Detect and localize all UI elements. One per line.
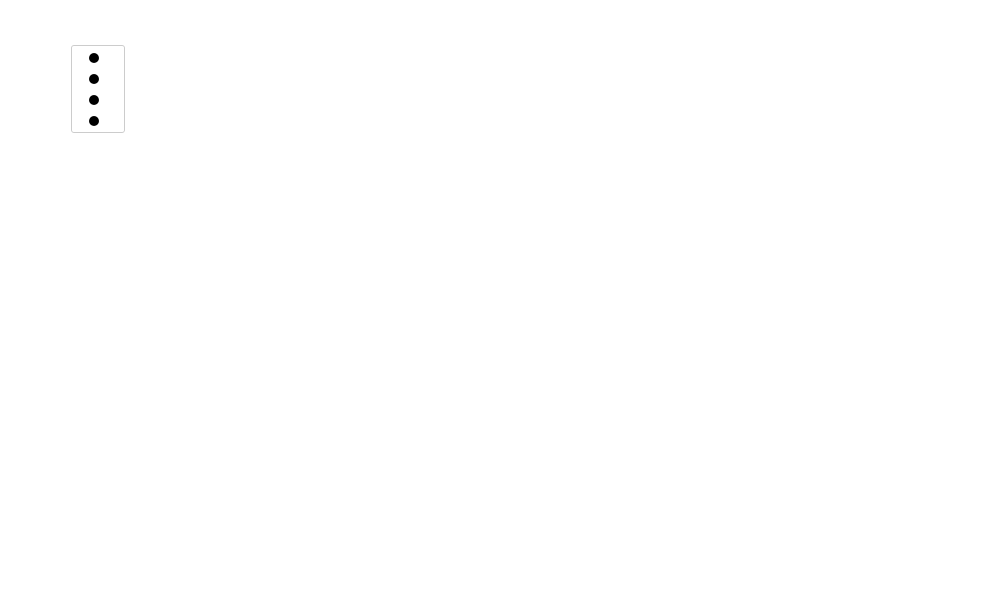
legend bbox=[71, 45, 125, 133]
legend-item-min bbox=[77, 110, 118, 131]
legend-swatch-median-icon bbox=[89, 73, 99, 84]
legend-item-max bbox=[77, 89, 118, 110]
legend-item-average bbox=[77, 47, 118, 68]
legend-swatch-max-icon bbox=[89, 94, 99, 105]
legend-swatch-average-icon bbox=[89, 52, 99, 63]
legend-item-median bbox=[77, 68, 118, 89]
legend-swatch-min-icon bbox=[89, 115, 99, 126]
